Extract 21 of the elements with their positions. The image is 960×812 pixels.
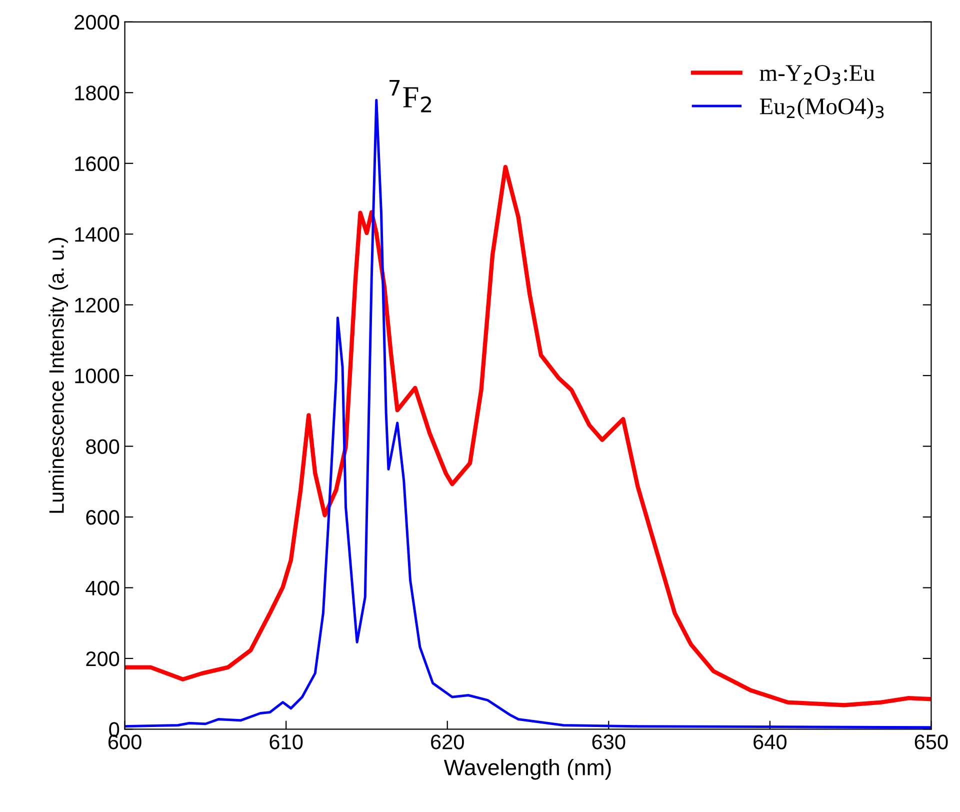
y-tick-label: 1400 [75, 227, 120, 242]
x-axis-title: Wavelength (nm) [444, 759, 611, 780]
y-tick-label: 600 [86, 510, 120, 525]
y-tick-label: 1200 [75, 298, 120, 313]
annotation: $^{7}$F$_{2}$ [390, 80, 431, 112]
y-axis-title: Luminescence Intensity (a. u.) [48, 238, 68, 513]
x-tick-label: 630 [592, 734, 626, 750]
x-tick-label: 600 [108, 734, 142, 750]
legend-label: Eu$_{2}$(MoO4)$_{3}$ [760, 98, 884, 120]
x-tick-label: 610 [270, 734, 303, 750]
x-tick-label: 620 [431, 734, 464, 750]
y-tick-label: 1000 [75, 368, 120, 384]
x-tick-label: 650 [914, 734, 948, 750]
y-tick-label: 800 [86, 439, 120, 454]
y-tick-label: 400 [86, 580, 120, 596]
y-tick-label: 1600 [75, 156, 120, 172]
x-tick-label: 640 [754, 734, 786, 750]
y-tick-label: 200 [86, 651, 120, 666]
y-tick-label: 2000 [74, 14, 120, 30]
y-tick-label: 1800 [75, 86, 120, 100]
legend-label: m-Y$_{2}$O$_{3}$:Eu [760, 65, 875, 85]
